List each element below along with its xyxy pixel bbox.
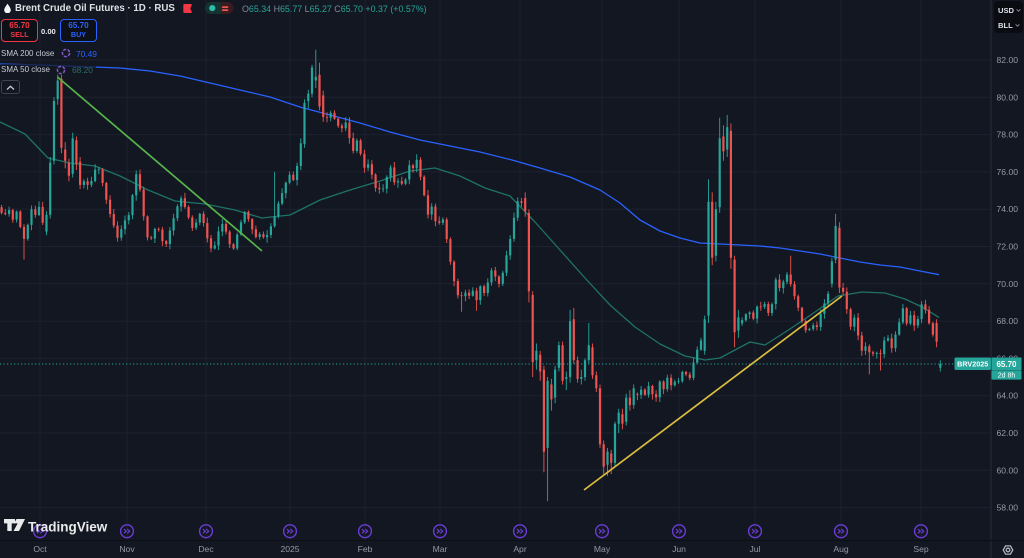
svg-text:May: May [594, 544, 611, 554]
svg-text:Jul: Jul [750, 544, 761, 554]
svg-text:58.00: 58.00 [997, 503, 1019, 513]
svg-text:78.00: 78.00 [997, 130, 1019, 140]
svg-text:Aug: Aug [833, 544, 849, 554]
svg-text:82.00: 82.00 [997, 55, 1019, 65]
svg-text:60.00: 60.00 [997, 465, 1019, 475]
svg-text:Dec: Dec [198, 544, 214, 554]
svg-text:TradingView: TradingView [28, 519, 108, 534]
svg-text:72.00: 72.00 [997, 242, 1019, 252]
svg-text:70.00: 70.00 [997, 279, 1019, 289]
svg-text:Sep: Sep [913, 544, 929, 554]
svg-text:62.00: 62.00 [997, 428, 1019, 438]
svg-text:Nov: Nov [119, 544, 135, 554]
svg-text:Feb: Feb [358, 544, 373, 554]
svg-text:Apr: Apr [513, 544, 527, 554]
svg-text:64.00: 64.00 [997, 391, 1019, 401]
svg-text:Oct: Oct [33, 544, 47, 554]
svg-text:76.00: 76.00 [997, 167, 1019, 177]
svg-text:BRV2025: BRV2025 [957, 360, 988, 369]
svg-text:2025: 2025 [280, 544, 299, 554]
svg-text:80.00: 80.00 [997, 92, 1019, 102]
svg-text:Mar: Mar [433, 544, 448, 554]
svg-text:65.70: 65.70 [996, 360, 1017, 369]
svg-text:Jun: Jun [672, 544, 686, 554]
svg-text:74.00: 74.00 [997, 204, 1019, 214]
svg-text:2d 8h: 2d 8h [998, 373, 1016, 380]
svg-text:68.00: 68.00 [997, 316, 1019, 326]
